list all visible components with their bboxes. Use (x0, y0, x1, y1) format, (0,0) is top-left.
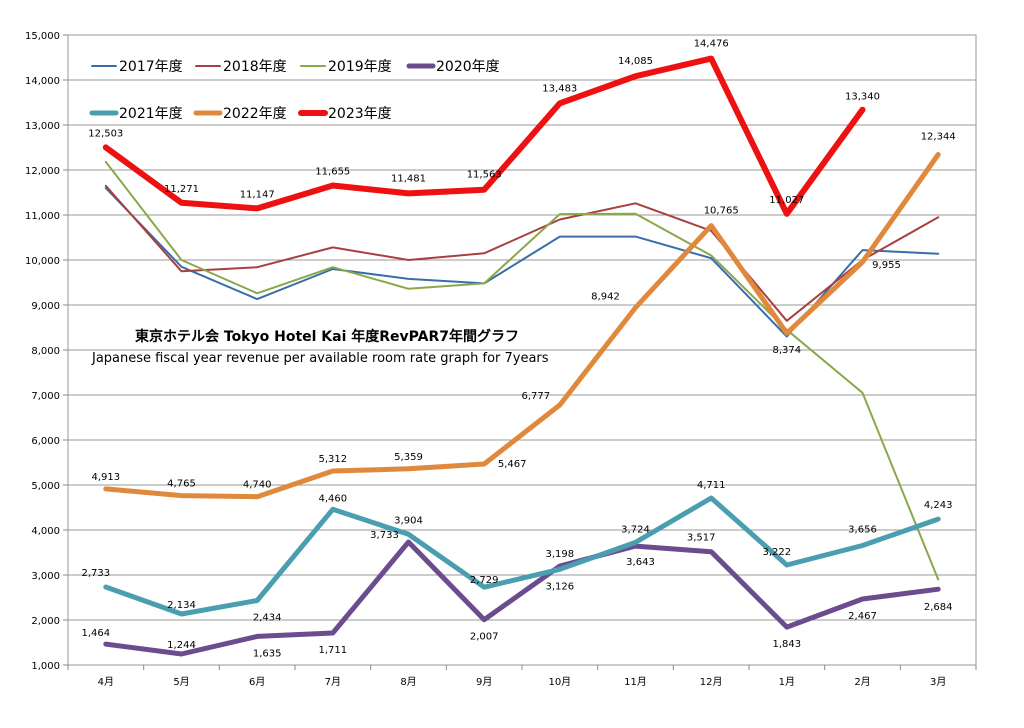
y-tick-label: 7,000 (31, 391, 60, 402)
legend-label-2: 2019年度 (328, 59, 392, 75)
y-tick-label: 14,000 (25, 76, 60, 87)
series-layer (102, 55, 941, 657)
data-label-s4-8: 4,711 (697, 480, 726, 491)
data-label-s3-10: 2,467 (848, 611, 877, 622)
chart-subtitle: Japanese fiscal year revenue per availab… (91, 351, 549, 366)
data-label-s4-5: 2,729 (470, 575, 499, 586)
data-label-s5-3: 5,312 (318, 454, 347, 465)
x-tick-label: 7月 (325, 676, 341, 688)
data-label-s3-1: 1,244 (167, 640, 196, 651)
data-label-s4-9: 3,222 (762, 547, 791, 558)
x-tick-label: 9月 (476, 676, 492, 688)
data-label-s4-6: 3,126 (545, 581, 574, 592)
data-label-s4-10: 3,656 (848, 525, 877, 536)
series-line-4 (103, 495, 941, 617)
data-label-s6-0: 12,503 (88, 128, 123, 139)
y-tick-label: 10,000 (25, 256, 60, 267)
data-label-s6-6: 13,483 (542, 83, 577, 94)
y-tick-label: 9,000 (31, 301, 60, 312)
data-label-s6-2: 11,147 (240, 189, 275, 200)
data-label-s4-0: 2,733 (81, 568, 110, 579)
data-label-s3-4: 3,733 (370, 530, 399, 541)
data-label-s6-9: 11,027 (769, 195, 804, 206)
axis-layer: 1,000 2,000 3,000 4,000 5,000 6,000 7,000 8,000… (25, 31, 977, 688)
data-label-s5-8: 10,765 (704, 206, 739, 217)
legend-label-4: 2021年度 (119, 106, 183, 122)
data-label-s3-2: 1,635 (253, 648, 282, 659)
data-label-s5-9: 8,374 (772, 345, 801, 356)
series-line-6 (102, 55, 866, 217)
data-label-s5-10: 9,955 (872, 260, 901, 271)
legend-label-5: 2022年度 (223, 106, 287, 122)
legend-label-0: 2017年度 (119, 59, 183, 75)
y-tick-label: 1,000 (31, 661, 60, 672)
x-tick-label: 10月 (548, 676, 571, 688)
data-label-s5-1: 4,765 (167, 479, 196, 490)
data-label-s5-11: 12,344 (921, 132, 956, 143)
legend-label-6: 2023年度 (328, 106, 392, 122)
y-tick-label: 4,000 (31, 526, 60, 537)
data-label-s6-8: 14,476 (694, 39, 729, 50)
x-tick-label: 5月 (173, 676, 189, 688)
y-tick-label: 2,000 (31, 616, 60, 627)
legend-label-1: 2018年度 (223, 59, 287, 75)
y-tick-label: 8,000 (31, 346, 60, 357)
x-tick-label: 1月 (779, 676, 795, 688)
label-layer: 1,464 1,244 1,635 1,711 3,733 2,007 3,198 3,643… (81, 39, 955, 660)
y-tick-label: 6,000 (31, 436, 60, 447)
series-line-1 (104, 184, 940, 322)
y-tick-label: 15,000 (25, 31, 60, 42)
y-tick-label: 12,000 (25, 166, 60, 177)
y-tick-label: 13,000 (25, 121, 60, 132)
x-tick-label: 3月 (930, 676, 946, 688)
data-label-s3-0: 1,464 (81, 628, 110, 639)
data-label-s3-6: 3,198 (545, 549, 574, 560)
x-tick-label: 11月 (624, 676, 647, 688)
data-label-s6-1: 11,271 (164, 184, 199, 195)
data-label-s5-7: 8,942 (591, 292, 620, 303)
data-label-s6-3: 11,655 (315, 167, 350, 178)
y-tick-label: 11,000 (25, 211, 60, 222)
series-line-2 (104, 160, 940, 581)
y-tick-label: 3,000 (31, 571, 60, 582)
data-label-s5-5: 5,467 (498, 459, 527, 470)
data-label-s6-7: 14,085 (618, 56, 653, 67)
legend-label-3: 2020年度 (436, 59, 500, 75)
data-label-s5-0: 4,913 (91, 472, 120, 483)
data-label-s4-11: 4,243 (924, 500, 953, 511)
data-label-s3-3: 1,711 (318, 645, 347, 656)
data-label-s4-3: 4,460 (318, 493, 347, 504)
chart-title: 東京ホテル会 Tokyo Hotel Kai 年度RevPAR7年間グラフ (135, 328, 519, 345)
x-tick-label: 2月 (854, 676, 870, 688)
x-tick-label: 8月 (400, 676, 416, 688)
data-label-s4-2: 2,434 (253, 613, 282, 624)
data-label-s5-2: 4,740 (243, 480, 272, 491)
data-label-s3-9: 1,843 (772, 639, 801, 650)
series-line-3 (103, 539, 941, 657)
x-tick-label: 4月 (98, 676, 114, 688)
data-label-s6-5: 11,563 (467, 170, 502, 181)
data-label-s3-8: 3,517 (687, 533, 716, 544)
data-label-s5-6: 6,777 (521, 391, 550, 402)
legend-layer: 2017年度 2018年度 2019年度 2020年度 2021年度 2022年度 2023… (89, 59, 500, 122)
data-label-s4-4: 3,904 (394, 515, 423, 526)
series-line-5 (103, 152, 941, 500)
data-label-s4-1: 2,134 (167, 600, 196, 611)
y-tick-label: 5,000 (31, 481, 60, 492)
data-label-s3-5: 2,007 (470, 632, 499, 643)
data-label-s6-4: 11,481 (391, 173, 426, 184)
data-label-s5-4: 5,359 (394, 452, 423, 463)
data-label-s3-11: 2,684 (924, 602, 953, 613)
data-label-s3-7: 3,643 (626, 557, 655, 568)
x-tick-label: 12月 (700, 676, 723, 688)
x-tick-label: 6月 (249, 676, 265, 688)
data-label-s6-10: 13,340 (845, 92, 880, 103)
data-label-s4-7: 3,724 (621, 524, 650, 535)
